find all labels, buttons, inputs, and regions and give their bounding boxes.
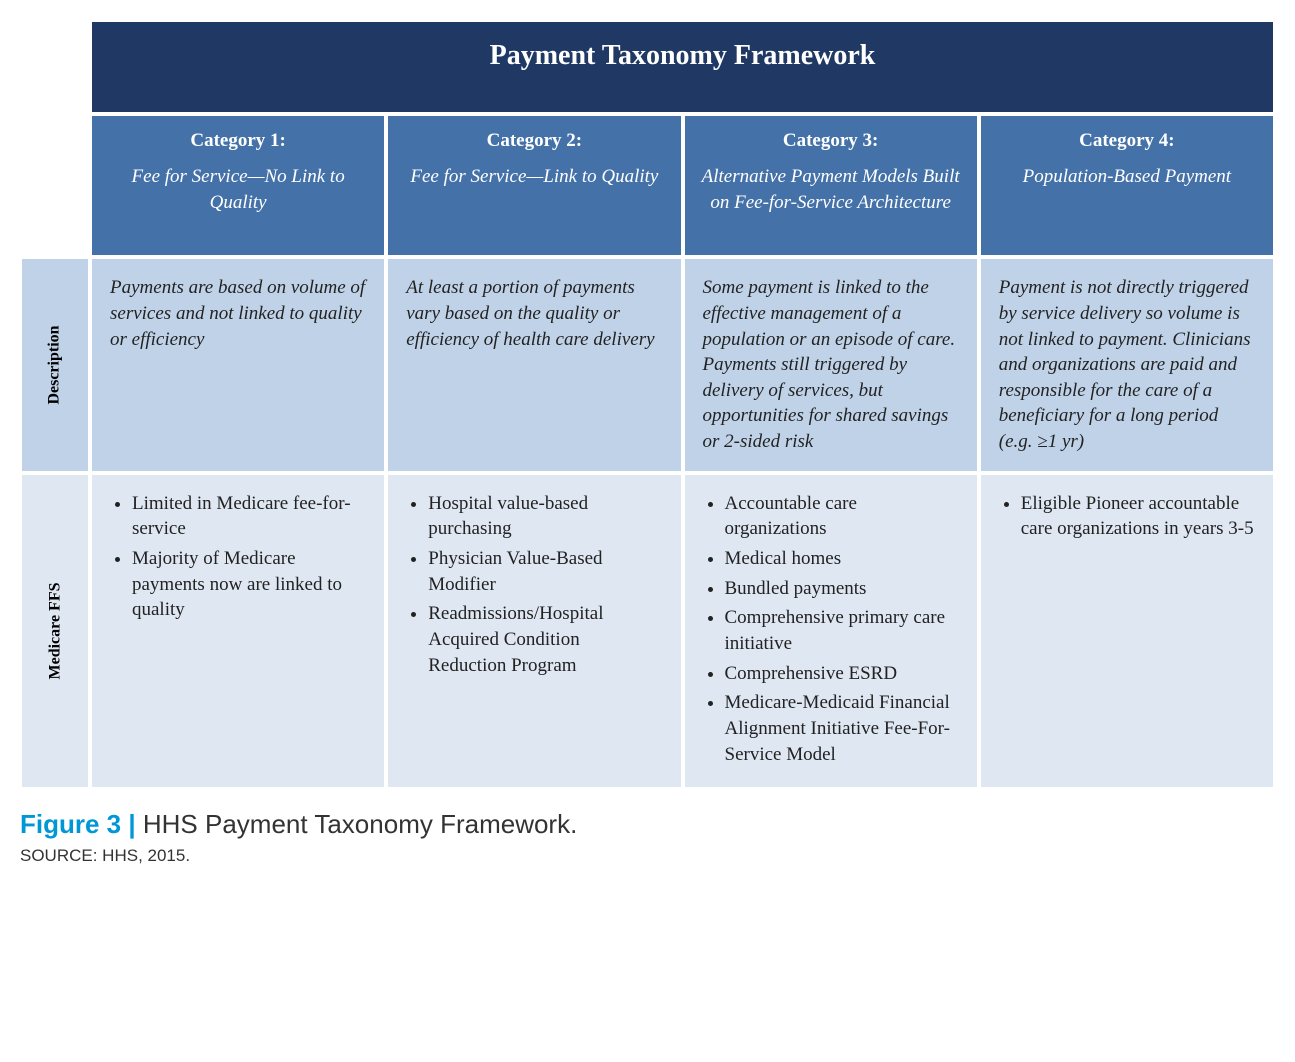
ffs-cat2-list: Hospital value-based purchasingPhysician…	[406, 491, 662, 678]
ffs-row-label: Medicare FFS	[20, 473, 90, 789]
figure-label: Figure 3	[20, 809, 121, 839]
list-item: Accountable care organizations	[725, 491, 959, 542]
desc-cat1: Payments are based on volume of services…	[90, 257, 386, 472]
desc-cat2: At least a portion of payments vary base…	[386, 257, 682, 472]
medicare-ffs-row: Medicare FFS Limited in Medicare fee-for…	[20, 473, 1275, 789]
list-item: Medicare-Medicaid Financial Alignment In…	[725, 690, 959, 767]
list-item: Physician Value-Based Modifier	[428, 546, 662, 597]
taxonomy-table: Payment Taxonomy Framework Category 1: F…	[20, 20, 1275, 789]
header-cat2: Category 2: Fee for Service—Link to Qual…	[386, 114, 682, 257]
list-item: Majority of Medicare payments now are li…	[132, 546, 366, 623]
cat3-subtitle: Alternative Payment Models Built on Fee-…	[701, 164, 961, 215]
list-item: Comprehensive ESRD	[725, 661, 959, 687]
list-item: Bundled payments	[725, 576, 959, 602]
cat3-title: Category 3:	[701, 130, 961, 152]
ffs-cat3-list: Accountable care organizations Medical ho…	[703, 491, 959, 767]
desc-cat3: Some payment is linked to the effective …	[683, 257, 979, 472]
ffs-cat3: Accountable care organizations Medical ho…	[683, 473, 979, 789]
header-spacer	[20, 114, 90, 257]
description-row: Description Payments are based on volume…	[20, 257, 1275, 472]
cat4-title: Category 4:	[997, 130, 1257, 152]
title-row: Payment Taxonomy Framework	[20, 20, 1275, 114]
figure-text: HHS Payment Taxonomy Framework.	[143, 809, 577, 839]
ffs-cat4-list: Eligible Pioneer accountable care organi…	[999, 491, 1255, 542]
figure-source: SOURCE: HHS, 2015.	[20, 846, 1275, 866]
header-cat4: Category 4: Population-Based Payment	[979, 114, 1275, 257]
cat4-subtitle: Population-Based Payment	[997, 164, 1257, 190]
ffs-cat2: Hospital value-based purchasingPhysician…	[386, 473, 682, 789]
list-item: Hospital value-based purchasing	[428, 491, 662, 542]
cat2-title: Category 2:	[404, 130, 664, 152]
list-item: Readmissions/Hospital Acquired Condition…	[428, 601, 662, 678]
header-row: Category 1: Fee for Service—No Link to Q…	[20, 114, 1275, 257]
description-label-text: Description	[46, 325, 64, 404]
figure-pipe: |	[121, 809, 143, 839]
table-title: Payment Taxonomy Framework	[90, 20, 1275, 114]
ffs-cat1: Limited in Medicare fee-for-serviceMajor…	[90, 473, 386, 789]
cat1-title: Category 1:	[108, 130, 368, 152]
list-item: Limited in Medicare fee-for-service	[132, 491, 366, 542]
header-cat3: Category 3: Alternative Payment Models B…	[683, 114, 979, 257]
ffs-label-text: Medicare FFS	[46, 582, 64, 679]
ffs-cat1-list: Limited in Medicare fee-for-serviceMajor…	[110, 491, 366, 623]
cat1-subtitle: Fee for Service—No Link to Quality	[108, 164, 368, 215]
list-item: Comprehensive primary care initiative	[725, 605, 959, 656]
figure-caption: Figure 3 | HHS Payment Taxonomy Framewor…	[20, 809, 1275, 866]
desc-cat4: Payment is not directly triggered by ser…	[979, 257, 1275, 472]
ffs-cat4: Eligible Pioneer accountable care organi…	[979, 473, 1275, 789]
header-cat1: Category 1: Fee for Service—No Link to Q…	[90, 114, 386, 257]
caption-main: Figure 3 | HHS Payment Taxonomy Framewor…	[20, 809, 1275, 840]
cat2-subtitle: Fee for Service—Link to Quality	[404, 164, 664, 190]
description-row-label: Description	[20, 257, 90, 472]
list-item: Eligible Pioneer accountable care organi…	[1021, 491, 1255, 542]
list-item: Medical homes	[725, 546, 959, 572]
title-spacer	[20, 20, 90, 114]
